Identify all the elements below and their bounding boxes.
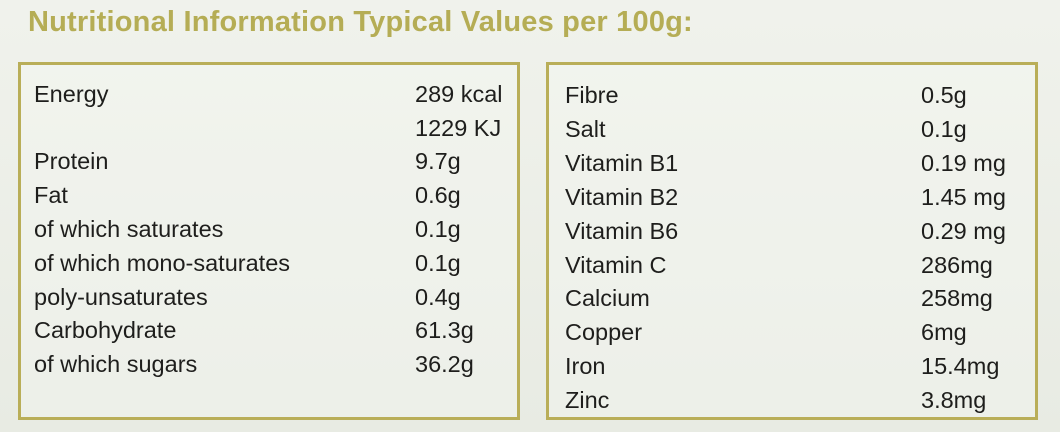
nutrient-value: 1.45 mg: [921, 184, 1006, 210]
table-row: Vitamin C 286mg: [565, 248, 1035, 282]
nutrient-label: Vitamin B1: [565, 150, 679, 176]
nutrient-label: of which mono-saturates: [34, 250, 291, 276]
nutrient-label: Salt: [565, 116, 606, 142]
table-row: of which mono-saturates 0.1g: [34, 246, 514, 280]
nutrient-label: Fat: [34, 182, 68, 208]
nutrient-value: 61.3g: [415, 317, 474, 343]
nutrient-value: 0.5g: [921, 82, 967, 108]
table-row: Iron 15.4mg: [565, 349, 1035, 383]
nutrient-value: 0.29 mg: [921, 218, 1006, 244]
nutrient-label: of which sugars: [34, 351, 198, 377]
nutrient-label: Carbohydrate: [34, 317, 177, 343]
table-row: of which saturates 0.1g: [34, 212, 514, 246]
table-row: Calcium 258mg: [565, 281, 1035, 315]
table-row: Fibre 0.5g: [565, 78, 1035, 112]
table-row: Zinc 3.8mg: [565, 383, 1035, 417]
nutrition-table-left: Energy 289 kcal 1229 KJ Protein 9.7g Fat…: [18, 62, 520, 420]
nutrient-label: Iron: [565, 353, 606, 379]
nutrient-label: of which saturates: [34, 216, 224, 242]
table-row: poly-unsaturates 0.4g: [34, 280, 514, 314]
nutrient-value: 0.19 mg: [921, 150, 1006, 176]
table-row: of which sugars 36.2g: [34, 347, 514, 381]
nutrient-label: Protein: [34, 148, 109, 174]
nutrient-value: 0.4g: [415, 284, 461, 310]
nutrient-value: 36.2g: [415, 351, 474, 377]
nutrient-value: 0.1g: [415, 250, 461, 276]
table-row: 1229 KJ: [34, 111, 514, 145]
nutrient-value: 1229 KJ: [415, 115, 502, 141]
nutrient-value: 3.8mg: [921, 387, 987, 413]
table-row: Salt 0.1g: [565, 112, 1035, 146]
nutrient-value: 9.7g: [415, 148, 461, 174]
table-row: Fat 0.6g: [34, 178, 514, 212]
nutrient-label: Copper: [565, 319, 643, 345]
nutrient-label: Vitamin C: [565, 252, 667, 278]
nutrient-value: 0.1g: [921, 116, 967, 142]
table-row: Vitamin B6 0.29 mg: [565, 214, 1035, 248]
nutrient-label: Calcium: [565, 285, 650, 311]
nutrient-value: 6mg: [921, 319, 967, 345]
nutrient-label: poly-unsaturates: [34, 284, 208, 310]
nutrition-title: Nutritional Information Typical Values p…: [28, 6, 693, 38]
nutrient-value: 0.6g: [415, 182, 461, 208]
table-row: Energy 289 kcal: [34, 77, 514, 111]
nutrient-value: 15.4mg: [921, 353, 1000, 379]
nutrient-value: 289 kcal: [415, 81, 503, 107]
nutrition-table-right: Fibre 0.5g Salt 0.1g Vitamin B1 0.19 mg …: [546, 62, 1038, 420]
nutrient-label: Fibre: [565, 82, 619, 108]
table-row: Copper 6mg: [565, 315, 1035, 349]
nutrient-label: Energy: [34, 81, 109, 107]
nutrient-value: 258mg: [921, 285, 993, 311]
table-row: Vitamin B2 1.45 mg: [565, 180, 1035, 214]
nutrient-label: Vitamin B6: [565, 218, 679, 244]
nutrient-value: 0.1g: [415, 216, 461, 242]
table-row: Carbohydrate 61.3g: [34, 313, 514, 347]
nutrient-label: Vitamin B2: [565, 184, 679, 210]
nutrient-value: 286mg: [921, 252, 993, 278]
table-row: Vitamin B1 0.19 mg: [565, 146, 1035, 180]
nutrient-label: Zinc: [565, 387, 610, 413]
table-row: Protein 9.7g: [34, 144, 514, 178]
